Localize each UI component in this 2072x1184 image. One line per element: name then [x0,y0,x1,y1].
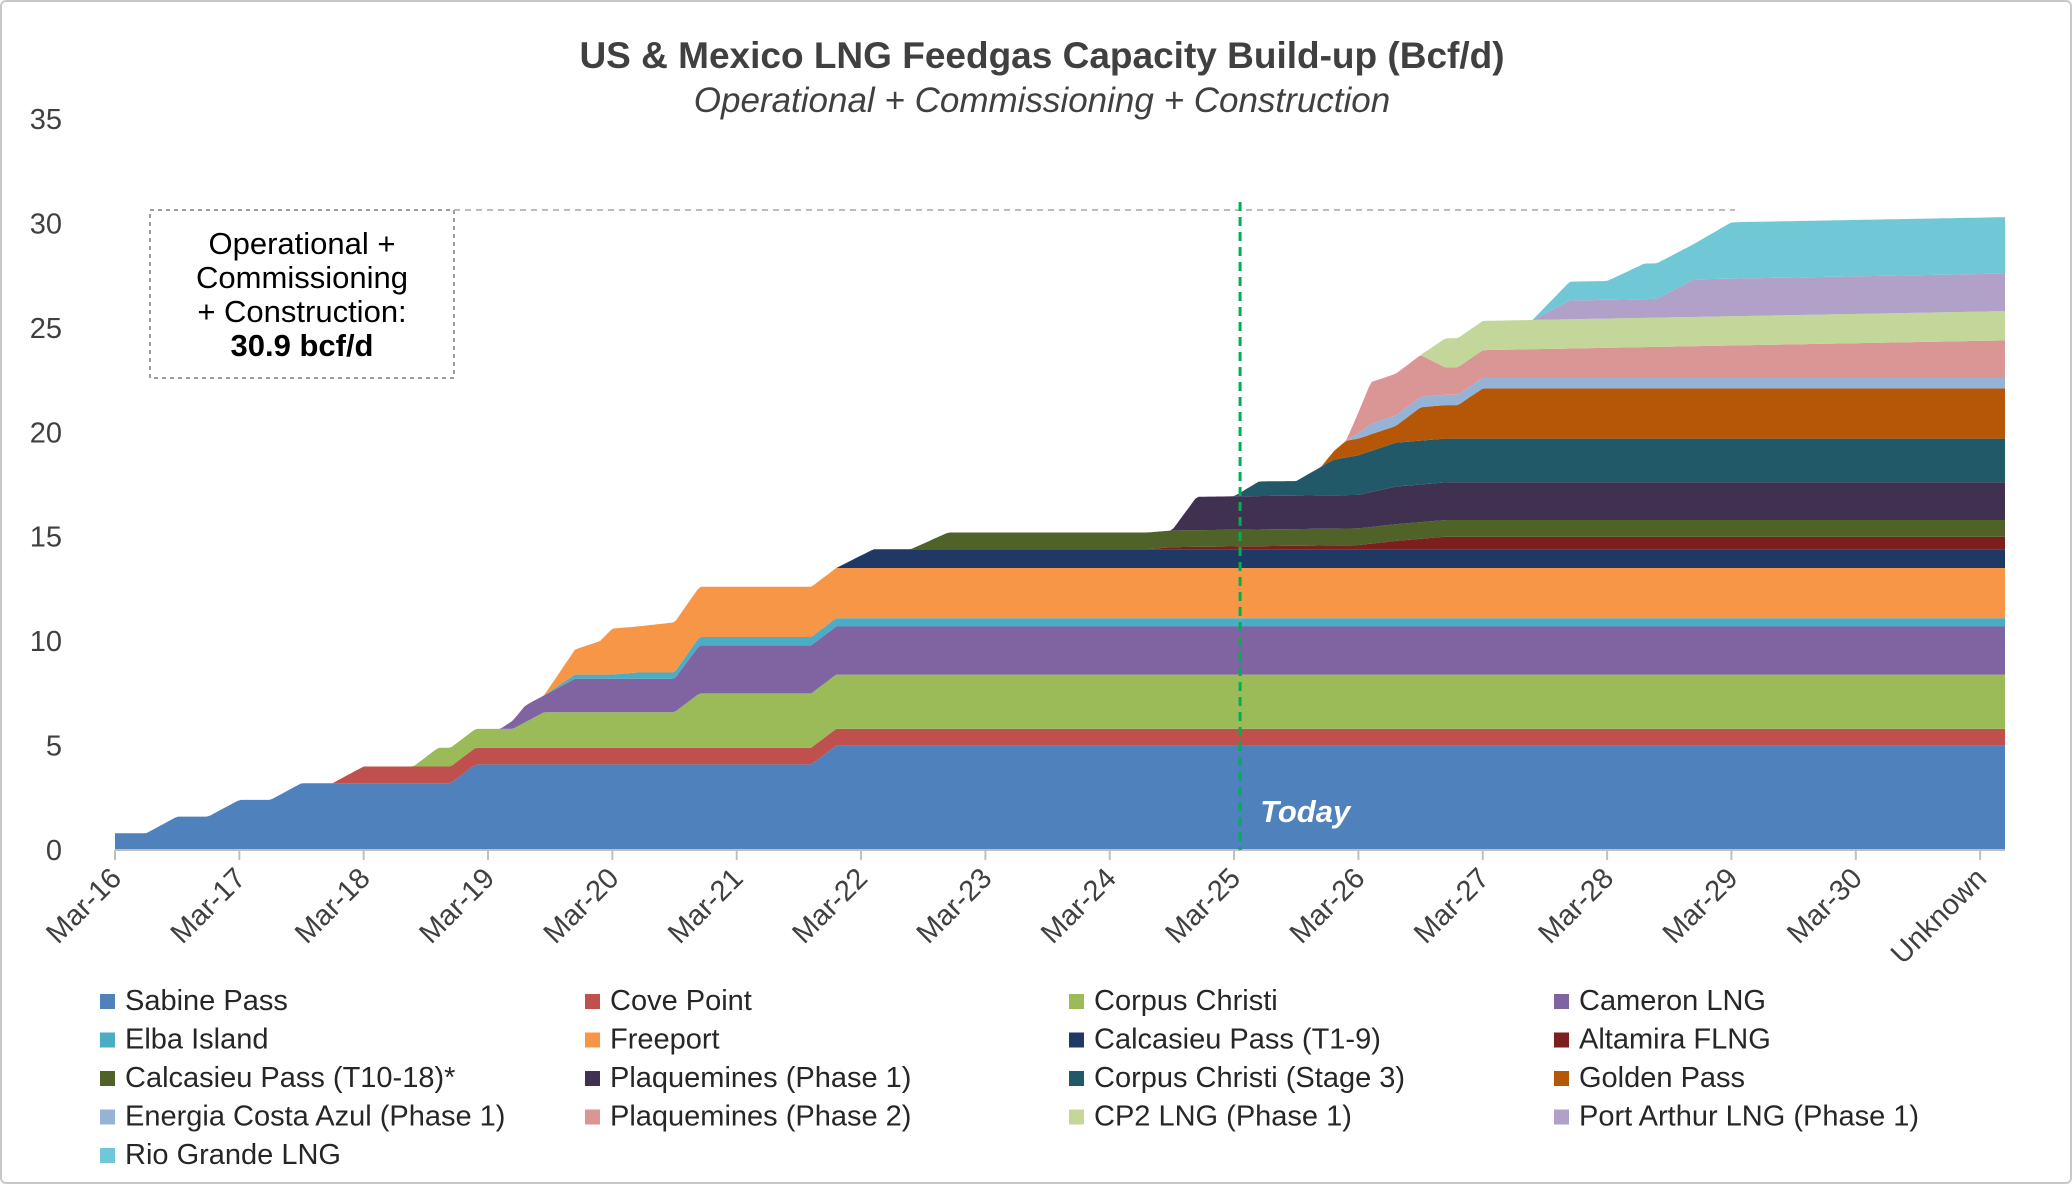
series-area-11 [115,388,2005,834]
x-tick-label-0: Mar-16 [40,862,128,950]
y-tick-label-5: 25 [30,313,62,345]
legend: Sabine Pass Cove Point Corpus Christi Camer… [100,985,1919,1171]
legend-label-12: Energia Costa Azul (Phase 1) [125,1101,505,1133]
callout-line2: Commissioning [196,260,408,295]
x-tick-label-10: Mar-26 [1284,862,1372,950]
series-area-0 [115,745,2005,850]
chart-subtitle: Operational + Commissioning + Constructi… [694,81,1390,120]
legend-label-9: Plaquemines (Phase 1) [610,1062,911,1094]
x-tick-label-8: Mar-24 [1035,862,1123,950]
series-area-1 [115,728,2005,834]
legend-swatch-7 [1554,1032,1569,1048]
legend-swatch-8 [100,1071,115,1086]
callout-line1: Operational + [209,226,396,261]
x-tick-label-7: Mar-23 [911,862,999,950]
today-label: Today [1260,794,1352,829]
legend-label-8: Calcasieu Pass (T10-18)* [125,1062,455,1094]
x-tick-label-3: Mar-19 [413,862,501,950]
y-tick-label-2: 10 [30,626,62,658]
y-tick-label-6: 30 [30,208,62,240]
legend-swatch-9 [585,1071,600,1086]
x-tick-label-15: Unknown [1885,862,1993,970]
series-area-3 [115,626,2005,834]
legend-label-3: Cameron LNG [1579,985,1766,1017]
y-tick-label-1: 5 [46,731,62,763]
legend-swatch-5 [585,1032,600,1048]
legend-swatch-11 [1554,1071,1569,1086]
callout-value: 30.9 bcf/d [231,328,374,363]
x-tick-label-9: Mar-25 [1159,862,1247,950]
legend-label-13: Plaquemines (Phase 2) [610,1101,911,1133]
series-area-5 [115,568,2005,834]
legend-swatch-3 [1554,994,1569,1009]
chart-title: US & Mexico LNG Feedgas Capacity Build-u… [579,35,1504,76]
legend-label-4: Elba Island [125,1024,269,1056]
series-area-9 [115,482,2005,834]
legend-label-15: Port Arthur LNG (Phase 1) [1579,1101,1919,1133]
legend-label-1: Cove Point [610,985,752,1017]
legend-label-2: Corpus Christi [1094,985,1278,1017]
x-tick-label-11: Mar-27 [1408,862,1496,950]
legend-swatch-14 [1069,1109,1084,1125]
legend-swatch-6 [1069,1032,1084,1048]
x-tick-label-6: Mar-22 [786,862,874,950]
callout-box [149,209,455,379]
legend-swatch-2 [1069,994,1084,1009]
y-tick-label-0: 0 [46,835,62,867]
today-marker: Today [1238,202,1352,850]
x-tick-label-13: Mar-29 [1657,862,1745,950]
series-area-2 [115,674,2005,834]
y-tick-label-4: 20 [30,417,62,449]
callout-line3: + Construction: [197,294,406,329]
legend-label-16: Rio Grande LNG [125,1139,341,1171]
x-tick-label-1: Mar-17 [165,862,253,950]
capacity-callout: Operational + Commissioning + Constructi… [149,209,1735,379]
legend-swatch-10 [1069,1071,1084,1086]
legend-label-6: Calcasieu Pass (T1-9) [1094,1024,1381,1056]
legend-swatch-1 [585,994,600,1009]
series-area-10 [115,438,2005,834]
legend-swatch-12 [100,1109,115,1125]
legend-swatch-13 [585,1109,600,1125]
legend-label-7: Altamira FLNG [1579,1024,1771,1056]
x-tick-label-4: Mar-20 [538,862,626,950]
legend-label-5: Freeport [610,1024,720,1056]
legend-label-0: Sabine Pass [125,985,288,1017]
y-tick-label-3: 15 [30,522,62,554]
legend-swatch-15 [1554,1109,1569,1125]
y-tick-label-7: 35 [30,104,62,136]
legend-label-14: CP2 LNG (Phase 1) [1094,1101,1352,1133]
legend-swatch-0 [100,994,115,1009]
x-tick-label-14: Mar-30 [1781,862,1869,950]
legend-label-11: Golden Pass [1579,1062,1745,1094]
x-tick-label-12: Mar-28 [1532,862,1620,950]
series-areas [115,217,2005,850]
legend-swatch-4 [100,1032,115,1048]
x-tick-label-2: Mar-18 [289,862,377,950]
legend-label-10: Corpus Christi (Stage 3) [1094,1062,1405,1094]
legend-swatch-16 [100,1148,115,1163]
x-tick-label-5: Mar-21 [662,862,750,950]
